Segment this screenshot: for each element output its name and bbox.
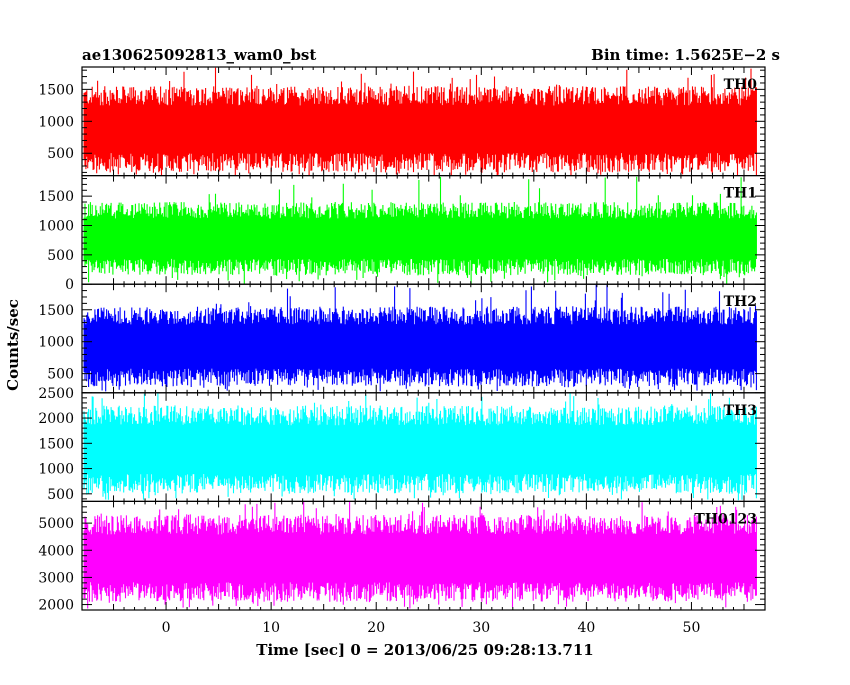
- data-layer: [83, 67, 757, 609]
- y-axis-title: Counts/sec: [4, 299, 22, 391]
- y-tick-label: 1500: [38, 303, 74, 319]
- series-trace-th0123: [83, 501, 757, 609]
- x-tick-label: 20: [367, 620, 385, 636]
- y-tick-label: 1000: [38, 114, 74, 130]
- series-trace-th3: [83, 392, 757, 501]
- y-tick-label: 500: [47, 248, 74, 264]
- frame-layer: [81, 66, 766, 611]
- y-tick-label: 5000: [38, 516, 74, 532]
- panel-label-th1: TH1: [724, 186, 757, 202]
- x-tick-label: 30: [472, 620, 490, 636]
- chart-title-left: ae130625092813_wam0_bst: [82, 46, 316, 64]
- y-tick-label: 1500: [38, 436, 74, 452]
- panel-label-th0: TH0: [724, 77, 758, 93]
- y-tick-label: 2500: [38, 386, 74, 402]
- panel-label-th2: TH2: [724, 294, 757, 310]
- y-tick-label: 1000: [38, 335, 74, 351]
- x-axis-title: Time [sec] 0 = 2013/06/25 09:28:13.711: [256, 641, 593, 659]
- y-tick-label: 1500: [38, 189, 74, 205]
- y-tick-label: 4000: [38, 543, 74, 559]
- y-tick-label: 2000: [38, 411, 74, 427]
- x-tick-label: 50: [683, 620, 701, 636]
- y-tick-label: 0: [65, 277, 74, 293]
- series-trace-th1: [83, 176, 757, 284]
- panel-label-th0123: TH0123: [694, 511, 757, 527]
- y-tick-label: 1500: [38, 82, 74, 98]
- panel-label-th3: TH3: [724, 403, 757, 419]
- y-tick-label: 1000: [38, 218, 74, 234]
- series-trace-th2: [83, 284, 757, 392]
- series-trace-th0: [83, 67, 757, 176]
- y-tick-label: 2000: [38, 598, 74, 614]
- x-tick-label: 10: [262, 620, 280, 636]
- y-tick-label: 500: [47, 487, 74, 503]
- y-tick-label: 500: [47, 367, 74, 383]
- y-tick-label: 3000: [38, 570, 74, 586]
- label-layer: ae130625092813_wam0_bst Bin time: 1.5625…: [4, 46, 780, 659]
- y-tick-label: 500: [47, 146, 74, 162]
- chart-title-right: Bin time: 1.5625E−2 s: [591, 46, 780, 64]
- x-tick-label: 0: [162, 620, 171, 636]
- y-tick-label: 1000: [38, 462, 74, 478]
- x-tick-label: 40: [577, 620, 595, 636]
